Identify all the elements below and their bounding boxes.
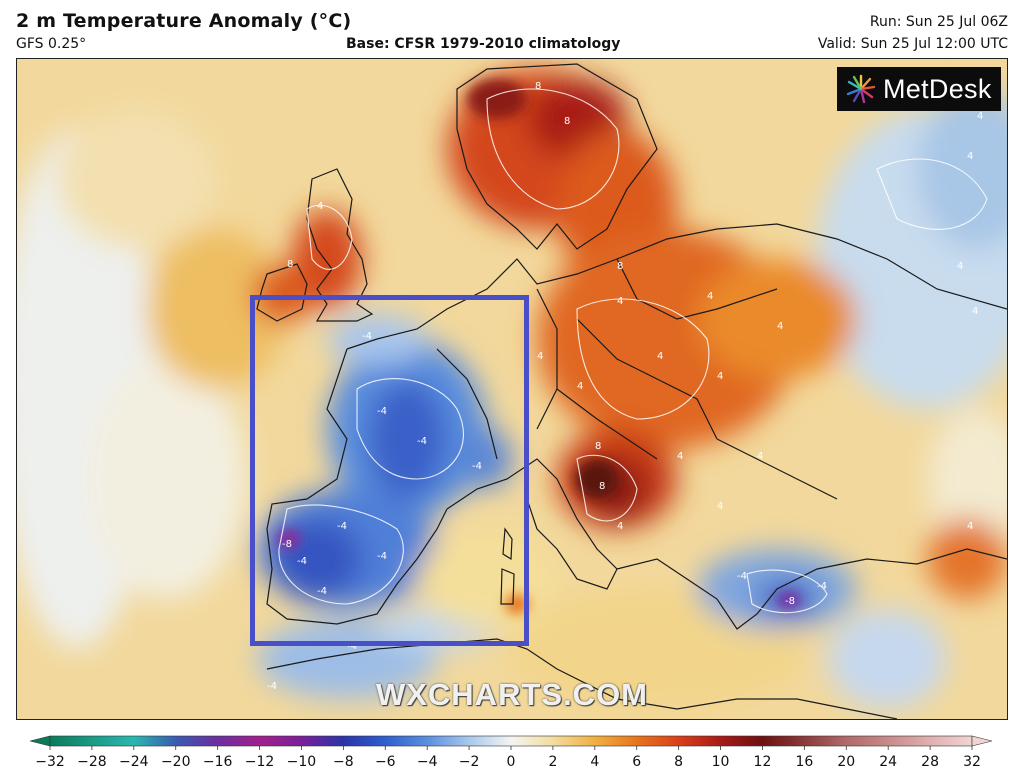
scale-tick-label: 6	[632, 754, 641, 770]
contour-label: 8	[564, 116, 570, 127]
contour-label: -4	[317, 586, 327, 597]
chart-header: 2 m Temperature Anomaly (°C) GFS 0.25° B…	[0, 0, 1024, 56]
scale-tick-label: −6	[375, 754, 396, 770]
anomaly-field	[17, 69, 1007, 709]
contour-label: -4	[377, 406, 387, 417]
contour-label-group: 8 8 8 8 4 4 4 4 8 4 4 4 4 4 8 4 4 4 4 -4…	[267, 81, 983, 692]
scale-arrow-right	[971, 735, 993, 747]
contour-label: -4	[267, 681, 277, 692]
metdesk-logo-icon	[846, 74, 876, 104]
contour-label: -4	[347, 641, 357, 652]
scale-tick-label: −24	[119, 754, 149, 770]
scale-tick-label: −10	[287, 754, 317, 770]
contour-label: 8	[599, 481, 605, 492]
contour-label: 4	[967, 521, 973, 532]
color-scale: −32 −28 −24 −20 −16 −12 −10 −8 −6 −4 −2 0 2 4 6 8 10 12 16…	[28, 732, 994, 780]
contour-label: 4	[537, 351, 543, 362]
map-canvas: 8 8 8 8 4 4 4 4 8 4 4 4 4 4 8 4 4 4 4 -4…	[17, 59, 1007, 719]
chart-title: 2 m Temperature Anomaly (°C)	[16, 10, 352, 32]
contour-label: -8	[282, 539, 292, 550]
metdesk-logo: MetDesk	[837, 67, 1001, 111]
contour-label: 4	[677, 451, 683, 462]
contour-label: 8	[617, 261, 623, 272]
scale-tick-label: −20	[161, 754, 191, 770]
scale-tick-label: −8	[333, 754, 354, 770]
color-scale-bar: −32 −28 −24 −20 −16 −12 −10 −8 −6 −4 −2 0 2 4 6 8 10 12 16…	[29, 735, 993, 770]
scale-tick-label: 16	[795, 754, 813, 770]
contour-label: 4	[777, 321, 783, 332]
metdesk-logo-text: MetDesk	[883, 73, 992, 104]
scale-tick-label: −28	[77, 754, 107, 770]
scale-tick-label: 10	[712, 754, 730, 770]
contour-label: -4	[337, 521, 347, 532]
contour-label: -8	[785, 596, 795, 607]
contour-label: 4	[957, 261, 963, 272]
contour-label: 4	[717, 501, 723, 512]
anomaly-map: 8 8 8 8 4 4 4 4 8 4 4 4 4 4 8 4 4 4 4 -4…	[16, 58, 1008, 720]
contour-label: 4	[317, 201, 323, 212]
scale-tick-label: 4	[590, 754, 599, 770]
contour-lines	[278, 88, 988, 614]
scale-tick-label: −2	[459, 754, 480, 770]
scale-tick-label: −12	[245, 754, 275, 770]
scale-tick-label: −32	[35, 754, 65, 770]
contour-label: 8	[595, 441, 601, 452]
contour-label: 4	[757, 451, 763, 462]
highlight-box	[250, 295, 529, 646]
contour-label: 4	[972, 306, 978, 317]
scale-tick-label: 32	[963, 754, 981, 770]
contour-label: 4	[707, 291, 713, 302]
scale-tick-label: 24	[879, 754, 897, 770]
scale-tick-label: 12	[754, 754, 772, 770]
contour-label: -4	[362, 331, 372, 342]
scale-tick-label: 0	[507, 754, 516, 770]
scale-tick-label: 20	[837, 754, 855, 770]
contour-label: 4	[617, 521, 623, 532]
scale-tick-label: −16	[203, 754, 233, 770]
contour-label: 4	[657, 351, 663, 362]
contour-label: 8	[287, 259, 293, 270]
contour-label: 4	[977, 111, 983, 122]
contour-label: -4	[817, 581, 827, 592]
scale-tick-label: 2	[548, 754, 557, 770]
contour-label: -4	[377, 551, 387, 562]
run-label: Run: Sun 25 Jul 06Z	[869, 14, 1008, 30]
contour-label: 4	[967, 151, 973, 162]
contour-label: -4	[417, 436, 427, 447]
contour-label: -4	[297, 556, 307, 567]
contour-label: 4	[617, 296, 623, 307]
contour-label: -4	[737, 571, 747, 582]
scale-tick-label: 8	[674, 754, 683, 770]
contour-label: 4	[577, 381, 583, 392]
base-climatology-label: Base: CFSR 1979-2010 climatology	[346, 36, 621, 52]
contour-label: 8	[535, 81, 541, 92]
coastlines	[256, 63, 1007, 719]
scale-arrow-left	[29, 735, 51, 747]
valid-time-label: Valid: Sun 25 Jul 12:00 UTC	[817, 36, 1008, 52]
scale-tick-label: −4	[417, 754, 438, 770]
intense-anomalies	[277, 79, 801, 614]
contour-label: -4	[472, 461, 482, 472]
scale-gradient	[49, 735, 973, 747]
contour-label: 4	[717, 371, 723, 382]
model-label: GFS 0.25°	[16, 36, 87, 52]
scale-tick-label: 28	[921, 754, 939, 770]
watermark: WXCHARTS.COM	[375, 677, 649, 712]
